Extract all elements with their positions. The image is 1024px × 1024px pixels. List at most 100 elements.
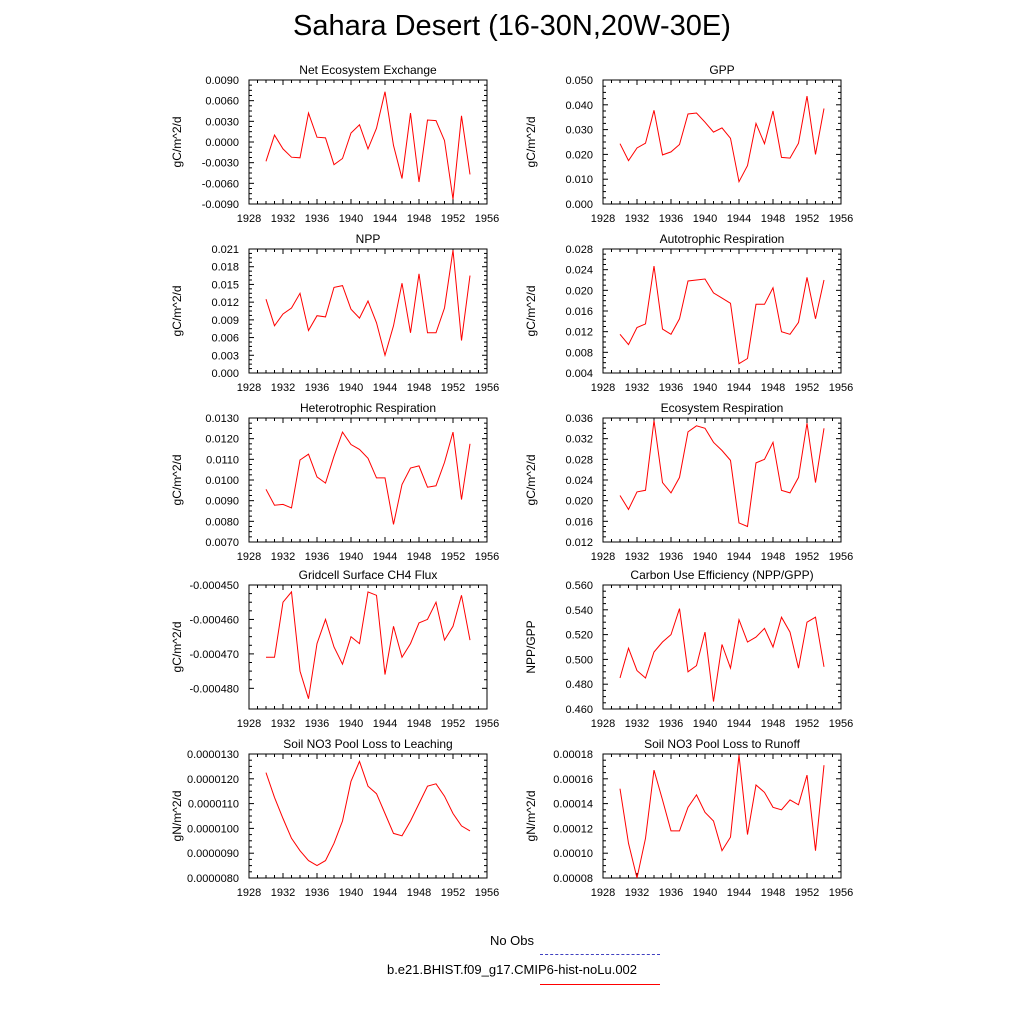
chart-panel-7: Gridcell Surface CH4 Flux gC/m^2/d 1928 193… [170,568,499,730]
series-line [619,96,825,184]
x-tick-label: 1952 [441,887,465,899]
x-tick-label: 1944 [727,551,751,563]
y-tick-label: 0.000 [211,368,239,380]
x-tick-label: 1940 [339,551,363,563]
x-tick-label: 1952 [441,551,465,563]
y-tick-label: 0.0120 [205,434,239,446]
x-tick-label: 1956 [475,382,499,394]
y-tick-label: 0.009 [211,315,239,327]
y-tick-label: 0.480 [565,679,593,691]
x-tick-label: 1936 [659,382,683,394]
y-tick-label: 0.015 [211,279,239,291]
plot-frame [248,753,488,879]
y-tick-label: 0.500 [565,654,593,666]
panel-title: Gridcell Surface CH4 Flux [299,568,438,582]
plot-frame [248,248,488,374]
panel-title: GPP [709,63,734,77]
page-title: Sahara Desert (16-30N,20W-30E) [293,10,731,42]
y-tick-label: 0.032 [565,434,593,446]
plot-frame [602,248,842,374]
x-tick-label: 1948 [761,718,785,730]
y-tick-label: 0.560 [565,580,593,592]
y-tick-label: 0.0070 [205,537,239,549]
y-tick-label: 0.016 [565,516,593,528]
series-line [619,608,825,702]
x-tick-label: 1948 [407,718,431,730]
y-tick-label: 0.0110 [206,454,239,466]
x-tick-label: 1952 [795,718,819,730]
x-tick-label: 1952 [795,551,819,563]
x-tick-label: 1936 [659,718,683,730]
chart-panel-6: Ecosystem Respiration gC/m^2/d 1928 1932 193… [524,401,853,563]
panel-title: Soil NO3 Pool Loss to Leaching [283,737,452,751]
y-tick-label: 0.028 [565,244,593,256]
panel-title: Net Ecosystem Exchange [299,63,437,77]
y-axis-label: gC/m^2/d [170,117,184,168]
x-tick-label: 1936 [305,382,329,394]
y-axis-label: gN/m^2/d [170,791,184,842]
y-tick-label: -0.0090 [202,199,239,211]
panel-title: Ecosystem Respiration [661,401,784,415]
chart-panel-3: NPP gC/m^2/d 1928 1932 1936 1940 1944 1948 1952 1… [170,232,499,394]
y-tick-label: 0.040 [565,100,593,112]
x-tick-label: 1952 [441,718,465,730]
x-tick-label: 1928 [591,887,615,899]
x-tick-label: 1948 [407,213,431,225]
y-tick-label: 0.0100 [205,475,239,487]
x-tick-label: 1936 [659,551,683,563]
x-tick-label: 1948 [761,382,785,394]
y-tick-label: 0.00016 [553,774,593,786]
y-tick-label: 0.010 [565,174,593,186]
x-tick-label: 1948 [761,213,785,225]
y-tick-label: 0.018 [211,262,239,274]
y-tick-label: 0.024 [565,475,593,487]
plot-frame [602,753,842,879]
x-tick-label: 1928 [591,382,615,394]
x-tick-label: 1936 [305,718,329,730]
y-tick-label: 0.0090 [205,496,239,508]
y-tick-label: 0.012 [565,327,593,339]
y-tick-label: 0.0130 [205,413,239,425]
x-tick-label: 1948 [761,887,785,899]
y-tick-label: 0.012 [211,297,239,309]
series-line [265,250,471,358]
y-tick-label: 0.0090 [205,75,239,87]
panel-title: Heterotrophic Respiration [300,401,436,415]
x-tick-label: 1932 [271,551,295,563]
y-tick-label: -0.000480 [189,683,239,695]
y-tick-label: 0.0060 [205,96,239,108]
x-tick-label: 1952 [441,382,465,394]
y-axis-label: gC/m^2/d [524,117,538,168]
x-tick-label: 1940 [339,887,363,899]
x-tick-label: 1932 [625,551,649,563]
x-tick-label: 1944 [727,382,751,394]
y-tick-label: 0.00008 [553,873,593,885]
panel-title: Autotrophic Respiration [660,232,785,246]
y-tick-label: 0.020 [565,496,593,508]
x-tick-label: 1944 [373,213,397,225]
y-tick-label: 0.0000130 [187,749,239,761]
x-tick-label: 1932 [625,718,649,730]
panel-title: Soil NO3 Pool Loss to Runoff [644,737,801,751]
legend-model-line [540,984,660,985]
y-tick-label: 0.0080 [205,516,239,528]
x-tick-label: 1940 [339,382,363,394]
x-tick-label: 1948 [407,551,431,563]
x-tick-label: 1956 [829,551,853,563]
x-tick-label: 1952 [795,382,819,394]
y-axis-label: gC/m^2/d [170,455,184,506]
legend-obs-line [540,954,660,955]
x-tick-label: 1940 [693,213,717,225]
x-tick-label: 1932 [271,213,295,225]
y-tick-label: 0.0000080 [187,873,239,885]
y-tick-label: 0.004 [565,368,593,380]
y-tick-label: 0.036 [565,413,593,425]
y-axis-label: gC/m^2/d [524,286,538,337]
y-tick-label: -0.0060 [202,178,239,190]
x-tick-label: 1944 [373,887,397,899]
y-tick-label: -0.000470 [189,649,239,661]
x-tick-label: 1956 [475,887,499,899]
chart-panel-9: Soil NO3 Pool Loss to Leaching gN/m^2/d 19… [170,737,499,899]
x-tick-label: 1928 [237,887,261,899]
